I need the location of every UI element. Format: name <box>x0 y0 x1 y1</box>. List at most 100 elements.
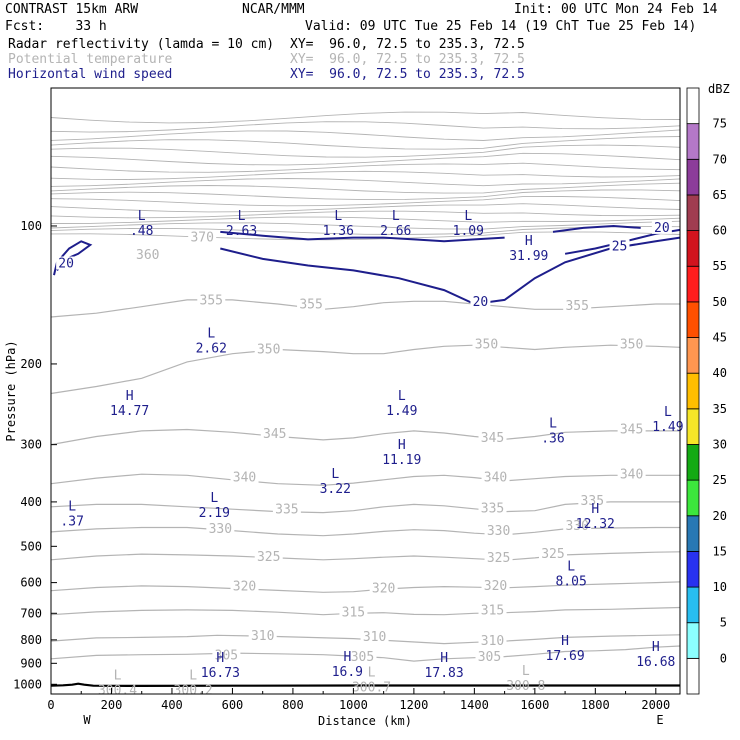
extremum-marker: L <box>207 326 215 341</box>
theta-isentrope-upper <box>50 162 681 173</box>
theta-label-bg <box>360 630 389 644</box>
theta-extremum-value: 300.7 <box>352 680 391 695</box>
theta-label: 350 <box>620 337 643 352</box>
axes: 0 200 400 600 800 1000 1200 1400 1600 1800 2000 100… <box>13 219 670 712</box>
theta-label: 355 <box>565 299 588 314</box>
theta-label: 355 <box>299 298 322 313</box>
theta-label-bg <box>617 337 646 351</box>
terrain <box>50 682 680 688</box>
x-tick-label: 0 <box>47 698 54 712</box>
theta-label-bg <box>563 298 592 312</box>
extremum-marker: H <box>216 651 224 666</box>
colorbar-swatch <box>686 265 700 303</box>
wind-label: 20 <box>58 257 74 272</box>
theta-label-bg <box>538 547 567 561</box>
y-tick-label: 400 <box>20 495 42 509</box>
extremum-marker: H <box>561 634 569 649</box>
extremum-marker: L <box>331 467 339 482</box>
theta-label-bg <box>484 524 513 538</box>
theta-isentrope-upper <box>50 220 681 230</box>
extremum-value: 16.68 <box>636 655 675 670</box>
theta-label-bg <box>481 578 510 592</box>
theta-isentrope-upper <box>50 189 681 201</box>
extremum-value: .37 <box>60 515 83 530</box>
theta-isentrope-upper <box>50 144 681 158</box>
theta-label-bg <box>484 550 513 564</box>
extremum-marker: L <box>664 405 672 420</box>
colorbar-level-label: 40 <box>713 366 727 380</box>
theta-contour-310 <box>50 634 681 645</box>
theta-contour-345 <box>50 428 680 446</box>
terrain-line <box>50 682 680 688</box>
theta-extremum-marker: L <box>368 665 376 680</box>
theta-label: 360 <box>136 248 159 263</box>
extremum-value: 1.36 <box>323 224 354 239</box>
extremum-value: 31.99 <box>509 249 548 264</box>
x-tick-label: 1600 <box>520 698 549 712</box>
colorbar-swatch <box>686 622 700 659</box>
colorbar-swatch <box>686 123 700 160</box>
theta-label: 325 <box>487 551 510 566</box>
field-wind-xy: XY= 96.0, 72.5 to 235.3, 72.5 <box>290 67 525 82</box>
colorbar-swatch <box>686 479 700 517</box>
theta-label-bg <box>617 422 646 436</box>
theta-label-bg <box>578 493 607 507</box>
theta-label: 335 <box>581 494 604 509</box>
theta-label: 305 <box>215 649 238 664</box>
theta-label-bg <box>481 470 510 484</box>
theta-isentrope-upper <box>50 111 681 124</box>
theta-label-bg <box>563 518 592 532</box>
theta-label-bg <box>617 467 646 481</box>
extremum-value: 16.9 <box>332 665 363 680</box>
theta-label-bg <box>478 430 507 444</box>
theta-contour-350 <box>50 344 681 395</box>
extremum-value: 16.73 <box>201 666 240 681</box>
theta-label-bg <box>369 581 398 595</box>
colorbar-swatch <box>686 515 700 552</box>
theta-contour-335 <box>50 501 680 514</box>
extremum-value: .48 <box>130 224 153 239</box>
theta-label-bg <box>230 579 259 593</box>
theta-label: 330 <box>487 524 510 539</box>
extremum-marker: H <box>440 651 448 666</box>
theta-label-bg <box>297 297 326 311</box>
extremum-value: 11.19 <box>382 453 421 468</box>
extremum-value: 3.22 <box>320 482 351 497</box>
theta-label: 340 <box>484 470 507 485</box>
theta-label: 305 <box>351 650 374 665</box>
theta-label: 320 <box>372 582 395 597</box>
theta-label-bg <box>230 470 259 484</box>
theta-isentrope-upper <box>50 231 681 241</box>
y-tick-label: 100 <box>20 219 42 233</box>
extremum-value: 2.66 <box>380 224 411 239</box>
field-reflectivity-name: Radar reflectivity (lamda = 10 cm) <box>8 37 274 52</box>
theta-contour-315 <box>50 606 681 616</box>
theta-isentrope-upper <box>50 182 681 194</box>
theta-isentrope-upper <box>50 196 681 207</box>
extremum-marker: H <box>591 502 599 517</box>
y-tick-label: 1000 <box>13 677 42 691</box>
colorbar-swatch <box>686 158 700 196</box>
extremum-value: 14.77 <box>110 404 149 419</box>
extremum-value: 17.83 <box>425 666 464 681</box>
theta-contour-325 <box>50 551 681 561</box>
extremum-marker: L <box>567 560 575 575</box>
header-org: NCAR/MMM <box>242 2 305 17</box>
colorbar-level-label: 55 <box>713 259 727 273</box>
theta-label-bg <box>188 230 217 244</box>
colorbar-swatch <box>686 586 700 624</box>
extremum-marker: H <box>525 234 533 249</box>
colorbar-swatch <box>686 337 700 374</box>
theta-isentrope-upper <box>50 121 681 133</box>
theta-label: 335 <box>275 503 298 518</box>
theta-isentrope-upper <box>50 136 681 150</box>
wind-label: 20 <box>654 221 670 236</box>
colorbar-swatch <box>686 372 700 410</box>
theta-contours <box>50 299 681 662</box>
theta-extremum-value: 300.4 <box>98 683 137 698</box>
theta-label: 340 <box>233 470 256 485</box>
theta-isentrope-upper <box>50 129 681 141</box>
colorbar-level-label: 5 <box>720 616 727 630</box>
